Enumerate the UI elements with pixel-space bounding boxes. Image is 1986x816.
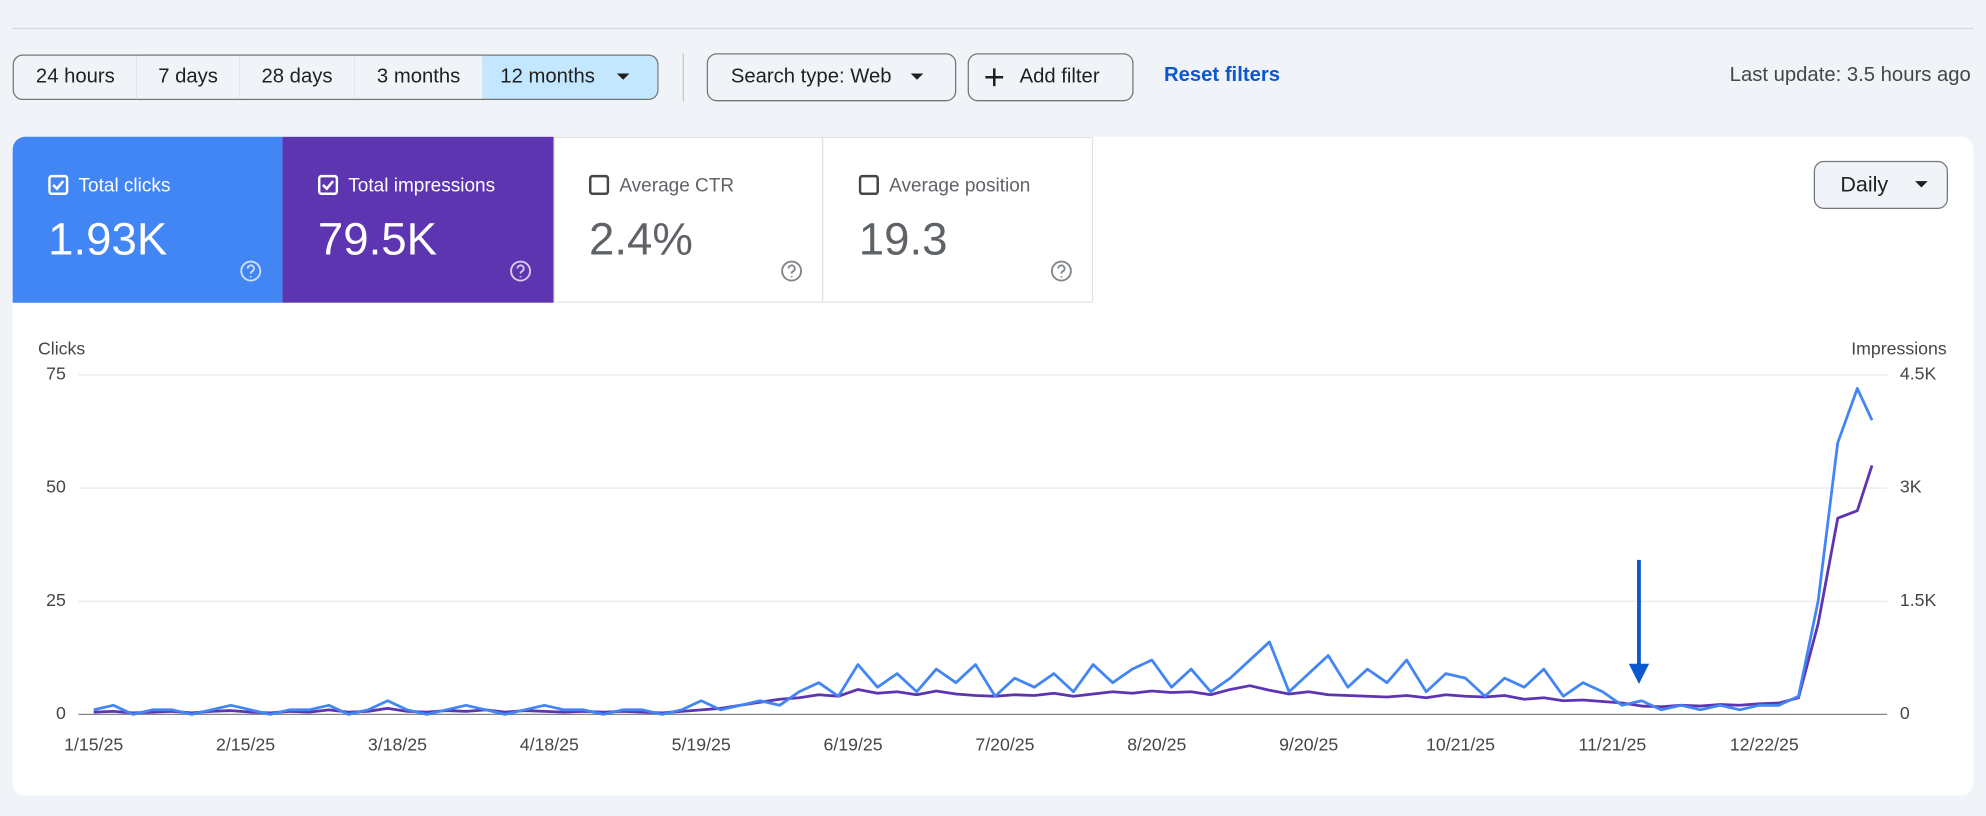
add-filter-label: Add filter <box>1019 65 1100 88</box>
metric-value: 19.3 <box>858 212 948 265</box>
range-label: 12 months <box>500 65 595 88</box>
checkbox <box>588 174 610 196</box>
range-button[interactable]: 24 hours <box>12 54 139 101</box>
y2-tick-label: 4.5K <box>1900 364 1937 384</box>
dropdown-arrow <box>910 73 924 80</box>
annotation-arrow <box>1628 559 1650 684</box>
x-tick-label: 1/15/25 <box>64 735 123 755</box>
metric-label: Total clicks <box>78 174 171 197</box>
y-tick-label: 75 <box>46 364 66 384</box>
y-tick-label: 25 <box>46 590 66 610</box>
x-tick-label: 11/21/25 <box>1579 735 1647 755</box>
search-type-button[interactable]: Search type: Web <box>706 53 957 102</box>
plus-icon <box>985 68 1004 87</box>
range-button[interactable]: 28 days <box>239 54 356 101</box>
checkbox <box>317 174 339 196</box>
metric-value: 79.5K <box>317 212 438 265</box>
y-axis-title: Clicks <box>38 338 85 358</box>
search-type-label: Search type: Web <box>730 65 892 88</box>
add-filter-button[interactable]: Add filter <box>967 53 1134 102</box>
range-button-selected[interactable]: 12 months <box>482 54 659 101</box>
reset-filters-link[interactable]: Reset filters <box>1163 64 1280 87</box>
granularity-label: Daily <box>1840 172 1889 197</box>
y-tick-label: 50 <box>46 477 66 497</box>
metric-tile[interactable]: Average position 19.3 <box>822 136 1094 303</box>
grid: 0 25 50 75 0 1.5K 3K 4.5K 1/15/25 2/15/25 3/18/25 4… <box>46 364 1936 755</box>
y-tick-label: 0 <box>56 703 66 723</box>
series-line <box>93 464 1874 715</box>
range-button[interactable]: 3 months <box>354 54 484 101</box>
x-tick-label: 8/20/25 <box>1127 735 1186 755</box>
arrow-head <box>1628 663 1650 684</box>
metric-tile[interactable]: Total impressions 79.5K <box>282 136 554 303</box>
x-tick-label: 3/18/25 <box>368 735 427 755</box>
dropdown-arrow <box>1914 181 1928 188</box>
x-tick-label: 4/18/25 <box>520 735 579 755</box>
granularity-dropdown[interactable]: Daily <box>1813 160 1948 209</box>
checkbox <box>858 174 880 196</box>
dropdown-arrow <box>616 73 630 80</box>
metric-label: Average position <box>889 174 1031 197</box>
metric-label: Total impressions <box>348 174 496 197</box>
divider <box>12 27 1974 30</box>
x-tick-label: 5/19/25 <box>672 735 731 755</box>
help-icon[interactable] <box>780 260 803 283</box>
help-icon[interactable] <box>239 260 262 283</box>
x-tick-label: 6/19/25 <box>823 735 882 755</box>
metric-label: Average CTR <box>619 174 735 197</box>
help-icon[interactable] <box>1050 260 1073 283</box>
y2-axis-title: Impressions <box>1851 338 1947 358</box>
range-button[interactable]: 7 days <box>136 54 241 101</box>
checkbox <box>48 174 69 196</box>
y2-tick-label: 0 <box>1900 703 1910 723</box>
help-icon[interactable] <box>509 260 532 283</box>
metric-value: 2.4% <box>588 212 693 265</box>
x-tick-label: 9/20/25 <box>1279 735 1338 755</box>
x-tick-label: 7/20/25 <box>975 735 1034 755</box>
series-line <box>93 387 1874 716</box>
y2-tick-label: 1.5K <box>1900 590 1937 610</box>
plot-lines <box>93 387 1874 716</box>
separator <box>682 53 684 102</box>
y2-tick-label: 3K <box>1900 477 1922 497</box>
last-update: Last update: 3.5 hours ago <box>1729 64 1971 87</box>
x-tick-label: 2/15/25 <box>216 735 275 755</box>
metric-tile[interactable]: Average CTR 2.4% <box>553 136 824 303</box>
x-tick-label: 10/21/25 <box>1426 735 1495 755</box>
metric-tile[interactable]: Total clicks 1.93K <box>12 136 283 303</box>
metric-value: 1.93K <box>48 212 168 265</box>
x-tick-label: 12/22/25 <box>1730 735 1799 755</box>
